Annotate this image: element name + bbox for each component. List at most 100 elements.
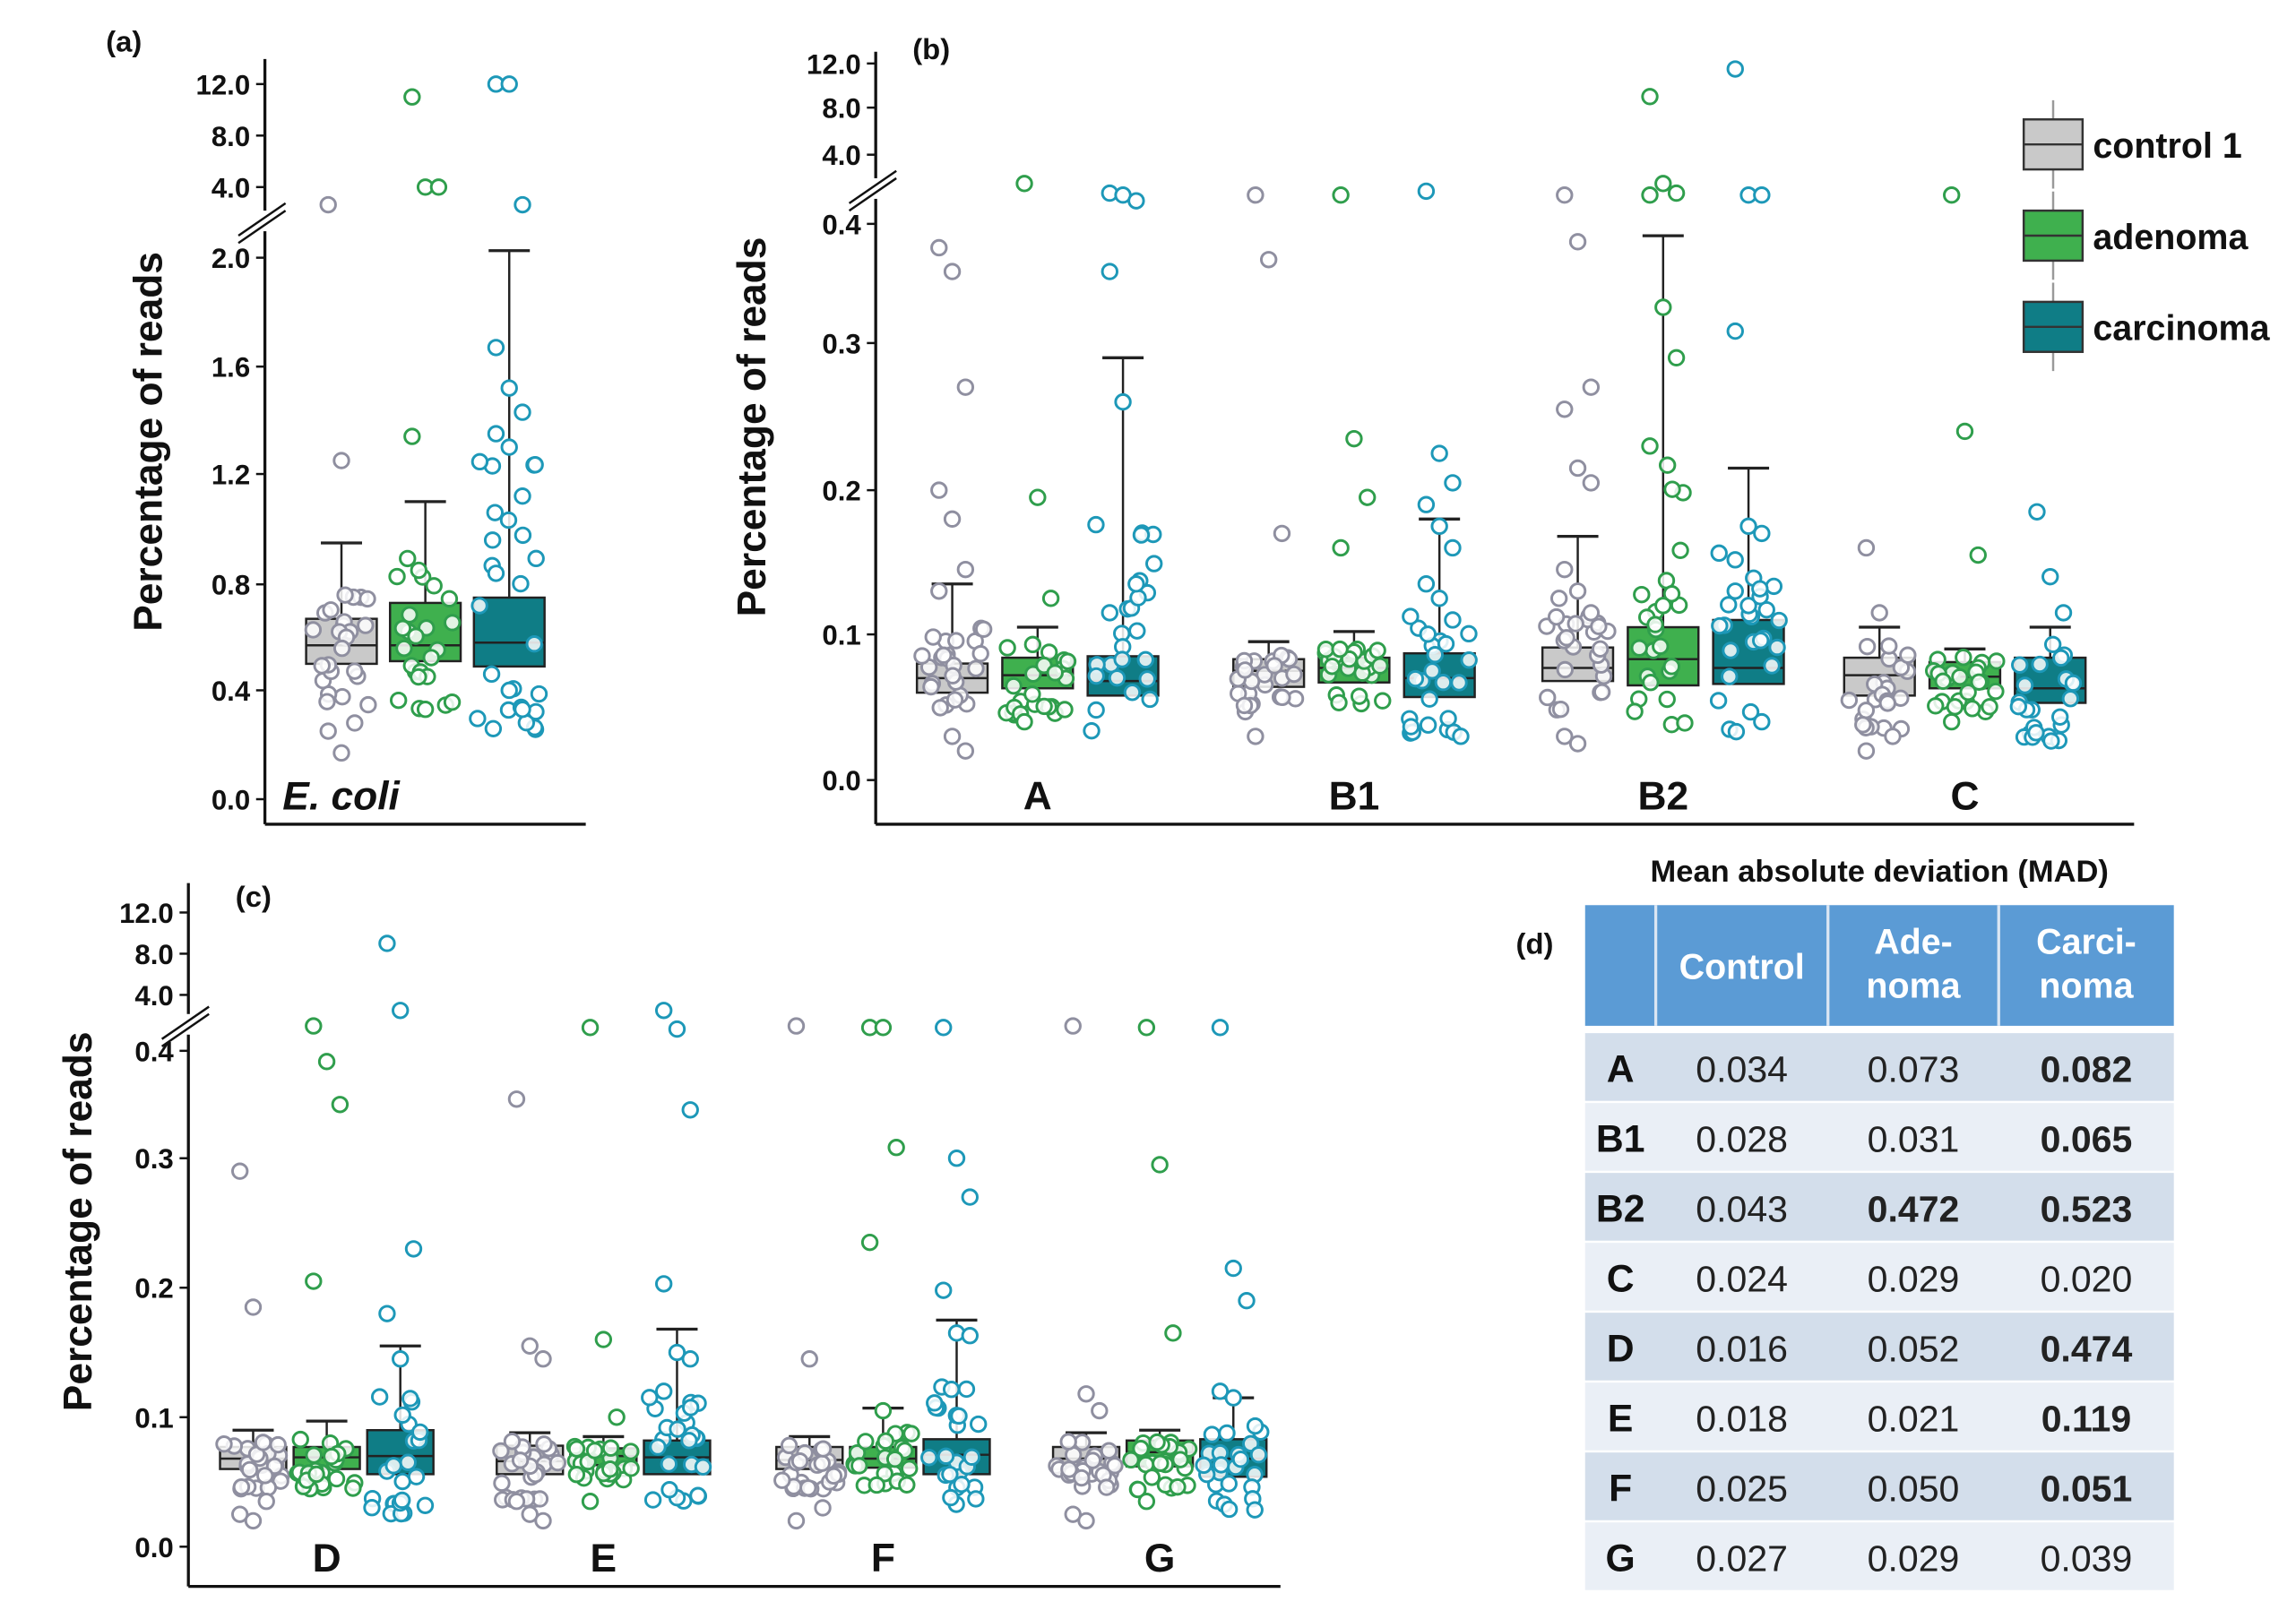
outlier-point bbox=[521, 1337, 539, 1355]
data-point bbox=[1132, 1440, 1150, 1458]
outlier-point bbox=[947, 1150, 966, 1167]
row-background bbox=[1584, 1313, 2174, 1381]
data-point bbox=[1316, 641, 1335, 659]
table-cell: 0.039 bbox=[2041, 1537, 2133, 1579]
data-point bbox=[1751, 580, 1769, 598]
outlier-point bbox=[1064, 1505, 1082, 1523]
data-point bbox=[942, 1381, 961, 1399]
data-point bbox=[641, 1389, 659, 1407]
table-cell: 0.020 bbox=[2041, 1258, 2133, 1299]
row-background bbox=[1584, 1522, 2174, 1590]
data-point bbox=[232, 1477, 251, 1496]
row-label: D bbox=[1607, 1327, 1635, 1370]
data-point bbox=[1331, 640, 1349, 659]
data-point bbox=[1265, 657, 1283, 675]
outlier-point bbox=[487, 339, 505, 357]
outlier-point bbox=[1137, 1493, 1156, 1511]
group-label: E. coli bbox=[282, 775, 401, 819]
data-point bbox=[1671, 541, 1689, 559]
data-point bbox=[1642, 674, 1660, 692]
box-control-1 bbox=[1048, 1017, 1124, 1530]
data-point bbox=[1946, 698, 1964, 716]
data-point bbox=[470, 452, 489, 471]
data-point bbox=[332, 639, 351, 658]
table-cell: 0.021 bbox=[1868, 1398, 1960, 1439]
data-point bbox=[1122, 1451, 1140, 1469]
data-point bbox=[1959, 683, 1977, 702]
table-cell: 0.028 bbox=[1696, 1118, 1788, 1159]
data-point bbox=[1171, 1451, 1189, 1468]
data-point bbox=[814, 1440, 833, 1458]
data-point bbox=[922, 677, 940, 696]
outlier-point bbox=[514, 195, 531, 214]
outlier-point bbox=[1114, 392, 1132, 411]
data-point bbox=[1646, 616, 1664, 633]
data-point bbox=[358, 590, 376, 608]
outlier-point bbox=[1259, 251, 1278, 269]
outlier-point bbox=[231, 1162, 249, 1180]
box-adenoma bbox=[1925, 186, 2006, 731]
data-point bbox=[407, 627, 425, 645]
data-point bbox=[1981, 698, 1998, 716]
row-background bbox=[1584, 1382, 2174, 1451]
data-point bbox=[1273, 688, 1291, 707]
table-cell: 0.082 bbox=[2041, 1048, 2133, 1089]
legend-label: control 1 bbox=[2093, 126, 2241, 166]
box-control-1 bbox=[1538, 186, 1617, 753]
data-point bbox=[530, 685, 548, 703]
data-point bbox=[499, 511, 518, 530]
data-point bbox=[1129, 1480, 1147, 1499]
outlier-point bbox=[860, 1233, 879, 1252]
y-tick-label: 0.3 bbox=[134, 1143, 173, 1175]
outlier-point bbox=[1444, 538, 1462, 557]
data-point bbox=[440, 590, 459, 608]
data-point bbox=[902, 1425, 920, 1442]
axis-break-gap bbox=[867, 177, 885, 199]
data-point bbox=[1148, 1433, 1166, 1451]
data-point bbox=[1402, 718, 1420, 736]
data-point bbox=[885, 1450, 904, 1468]
data-point bbox=[1662, 585, 1681, 603]
data-point bbox=[1005, 676, 1023, 695]
outlier-point bbox=[874, 1019, 893, 1037]
data-point bbox=[1450, 674, 1468, 692]
table-cell: 0.043 bbox=[1696, 1188, 1788, 1229]
data-point bbox=[484, 719, 503, 737]
data-point bbox=[469, 710, 487, 728]
data-point bbox=[998, 639, 1016, 657]
panel-label: (b) bbox=[912, 32, 950, 65]
row-label: B2 bbox=[1596, 1187, 1645, 1230]
data-point bbox=[1083, 721, 1101, 740]
outlier-point bbox=[500, 681, 518, 700]
outlier-point bbox=[1417, 575, 1436, 593]
outlier-point bbox=[1430, 590, 1448, 607]
data-point bbox=[370, 1388, 389, 1406]
y-tick-label: 0.1 bbox=[134, 1402, 173, 1434]
data-point bbox=[1626, 702, 1644, 720]
data-point bbox=[1633, 585, 1651, 604]
legend-label: adenoma bbox=[2093, 218, 2249, 257]
row-label: G bbox=[1606, 1537, 1636, 1580]
data-point bbox=[1129, 589, 1147, 607]
data-point bbox=[1964, 700, 1981, 718]
data-point bbox=[1709, 692, 1728, 710]
data-point bbox=[1218, 1424, 1236, 1442]
table-cell: 0.472 bbox=[1868, 1188, 1960, 1229]
legend-item: control 1 bbox=[2022, 99, 2242, 189]
data-point bbox=[2042, 732, 2060, 750]
data-point bbox=[410, 667, 427, 686]
outlier-point bbox=[1417, 495, 1436, 513]
outlier-point bbox=[681, 1101, 699, 1119]
data-point bbox=[2061, 690, 2080, 708]
outlier-point bbox=[1654, 298, 1672, 316]
data-point bbox=[399, 1453, 417, 1471]
outlier-point bbox=[1582, 474, 1601, 492]
outlier-point bbox=[1654, 175, 1672, 193]
data-point bbox=[514, 526, 532, 545]
data-point bbox=[950, 1407, 968, 1425]
group-label: B1 bbox=[1329, 775, 1380, 819]
outlier-point bbox=[1884, 728, 1902, 745]
outlier-point bbox=[814, 1499, 832, 1517]
data-point bbox=[1987, 682, 2005, 701]
group-label: D bbox=[313, 1537, 341, 1580]
